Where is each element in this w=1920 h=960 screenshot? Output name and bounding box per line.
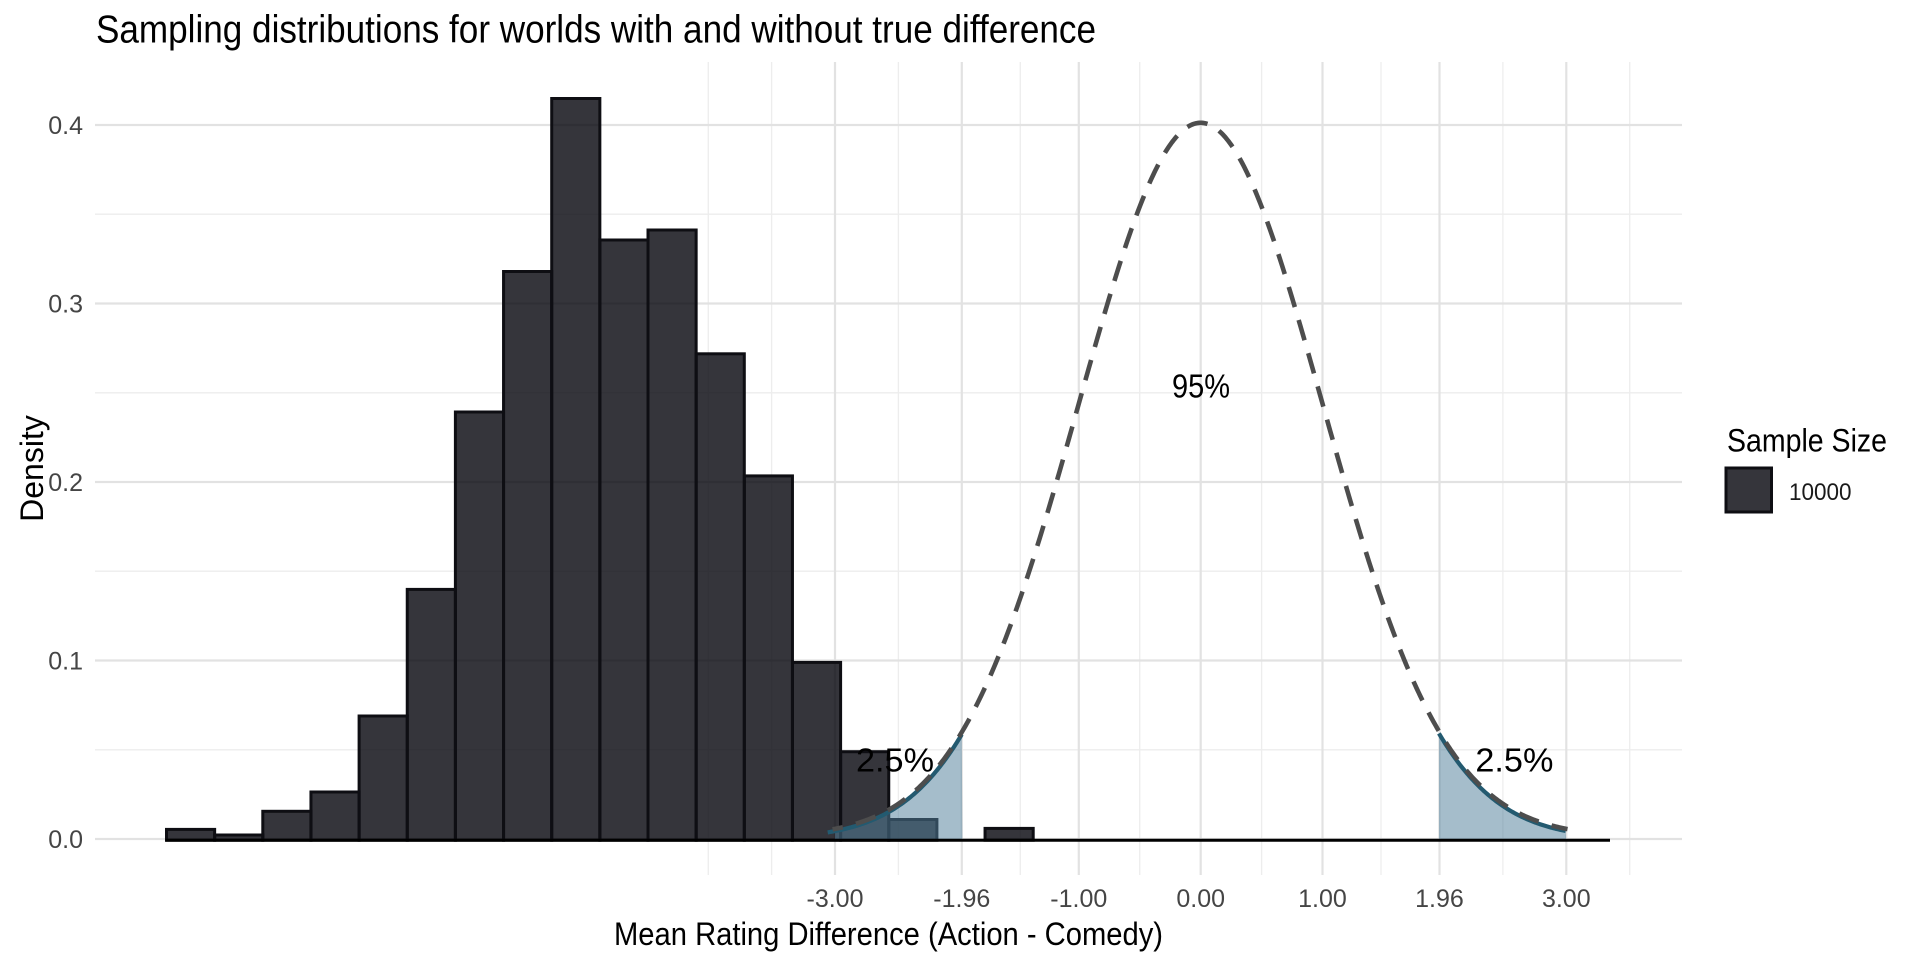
svg-text:1.96: 1.96 [1415,885,1464,913]
svg-text:Sampling distributions for wor: Sampling distributions for worlds with a… [96,9,1096,52]
svg-text:-1.00: -1.00 [1050,885,1107,913]
svg-text:0.0: 0.0 [48,826,83,854]
svg-text:2.5%: 2.5% [1475,742,1553,779]
svg-text:0.2: 0.2 [48,469,83,497]
svg-text:Sample Size: Sample Size [1727,422,1887,458]
svg-text:0.00: 0.00 [1176,885,1225,913]
svg-text:Density: Density [14,415,50,522]
svg-text:0.4: 0.4 [48,112,83,140]
svg-text:-3.00: -3.00 [807,885,864,913]
svg-text:0.3: 0.3 [48,290,83,318]
svg-text:-1.96: -1.96 [933,885,990,913]
svg-text:1.00: 1.00 [1298,885,1347,913]
svg-text:95%: 95% [1172,368,1230,405]
svg-text:3.00: 3.00 [1542,885,1591,913]
svg-text:Mean Rating Difference (Action: Mean Rating Difference (Action - Comedy) [614,916,1163,952]
svg-text:0.1: 0.1 [48,647,83,675]
svg-text:2.5%: 2.5% [856,742,934,779]
svg-text:10000: 10000 [1789,479,1852,506]
